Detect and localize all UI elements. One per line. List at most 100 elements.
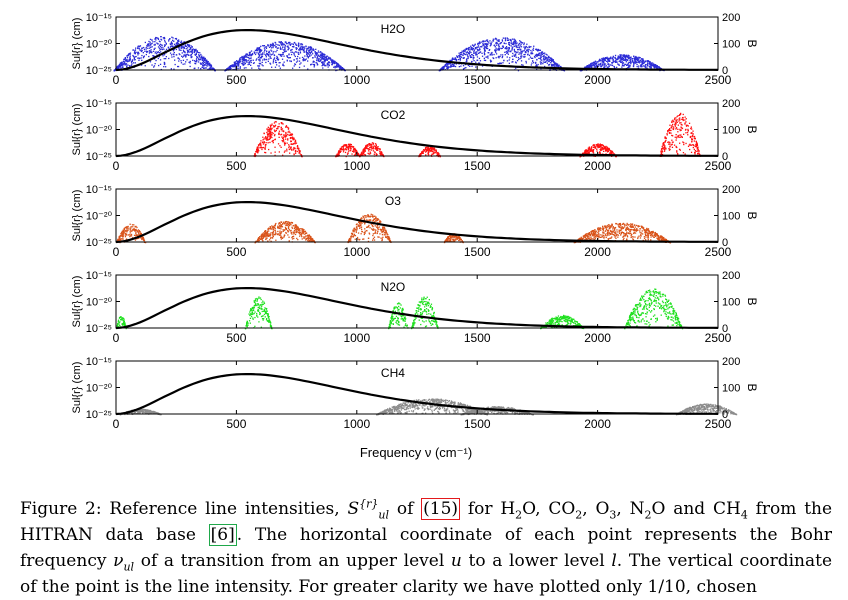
data-point xyxy=(363,149,365,151)
data-point xyxy=(257,148,259,150)
data-point xyxy=(229,66,231,68)
data-point xyxy=(430,150,432,153)
data-point xyxy=(125,60,127,62)
data-point xyxy=(350,144,352,146)
data-point xyxy=(286,126,288,128)
data-point xyxy=(277,59,279,61)
data-point xyxy=(295,225,298,227)
data-point xyxy=(621,64,624,67)
data-point xyxy=(458,52,460,54)
data-point xyxy=(292,143,294,145)
data-point xyxy=(296,47,298,49)
data-point xyxy=(669,143,671,145)
data-point xyxy=(339,66,341,68)
data-point xyxy=(279,55,282,57)
data-point xyxy=(262,52,264,54)
data-point xyxy=(258,59,260,61)
data-point xyxy=(120,235,122,237)
data-point xyxy=(441,68,443,70)
data-point xyxy=(158,44,161,46)
x-tick-label: 2500 xyxy=(705,159,732,173)
data-point xyxy=(680,134,682,136)
data-point xyxy=(270,240,272,242)
data-point xyxy=(173,40,175,42)
data-point xyxy=(369,216,371,218)
data-point xyxy=(601,58,603,60)
data-point xyxy=(506,52,508,54)
data-point xyxy=(506,39,509,41)
data-point xyxy=(476,56,479,58)
data-point xyxy=(268,133,271,135)
data-point xyxy=(159,45,162,48)
data-point xyxy=(554,62,556,64)
data-point xyxy=(624,59,626,61)
data-point xyxy=(692,130,694,132)
data-point xyxy=(136,234,138,236)
data-point xyxy=(551,60,553,62)
data-point xyxy=(295,51,298,53)
data-point xyxy=(323,56,326,58)
data-point xyxy=(290,143,292,145)
data-point xyxy=(125,226,128,228)
data-point xyxy=(381,239,383,241)
data-point xyxy=(133,224,135,226)
data-point xyxy=(538,52,541,54)
data-point xyxy=(349,150,351,152)
data-point xyxy=(325,65,327,67)
data-point xyxy=(282,134,285,136)
data-point xyxy=(450,63,452,65)
data-point xyxy=(266,53,268,55)
data-point xyxy=(205,60,207,62)
data-point xyxy=(662,143,664,145)
plot-frame xyxy=(115,16,719,71)
data-point xyxy=(453,64,455,66)
data-point xyxy=(172,46,174,48)
data-point xyxy=(199,57,202,59)
data-point xyxy=(637,59,639,61)
data-point xyxy=(623,56,625,58)
data-point xyxy=(140,49,142,51)
data-point xyxy=(530,52,532,54)
data-point xyxy=(618,64,620,66)
data-point xyxy=(337,152,340,154)
data-point xyxy=(325,59,327,61)
data-point xyxy=(153,58,156,60)
data-point xyxy=(266,130,269,132)
data-point xyxy=(601,63,603,66)
data-point xyxy=(181,55,183,57)
data-point xyxy=(273,58,275,60)
data-point xyxy=(187,43,189,46)
data-point xyxy=(480,46,482,48)
data-point xyxy=(207,61,209,63)
data-point xyxy=(348,143,350,146)
data-point xyxy=(547,56,550,59)
data-point xyxy=(282,46,284,48)
data-point xyxy=(119,238,121,240)
data-point xyxy=(340,67,343,69)
data-point xyxy=(256,58,258,60)
data-point xyxy=(265,142,267,144)
data-point xyxy=(448,62,450,64)
data-point xyxy=(139,49,141,51)
data-point xyxy=(687,128,689,131)
data-point xyxy=(277,58,280,60)
data-point xyxy=(684,123,686,125)
data-point xyxy=(292,138,294,141)
data-point xyxy=(264,46,266,48)
data-point xyxy=(232,64,234,67)
data-point xyxy=(588,65,590,67)
data-point xyxy=(137,231,139,233)
data-point xyxy=(130,226,132,228)
data-point xyxy=(316,54,318,56)
data-point xyxy=(663,148,665,150)
data-point xyxy=(684,119,686,121)
data-point xyxy=(272,45,274,47)
data-point xyxy=(348,144,350,147)
data-point xyxy=(695,146,697,148)
data-point xyxy=(260,236,263,238)
data-point xyxy=(288,43,290,45)
data-point xyxy=(452,65,454,67)
data-point xyxy=(618,56,620,58)
data-point xyxy=(126,59,128,61)
data-point xyxy=(127,228,129,230)
